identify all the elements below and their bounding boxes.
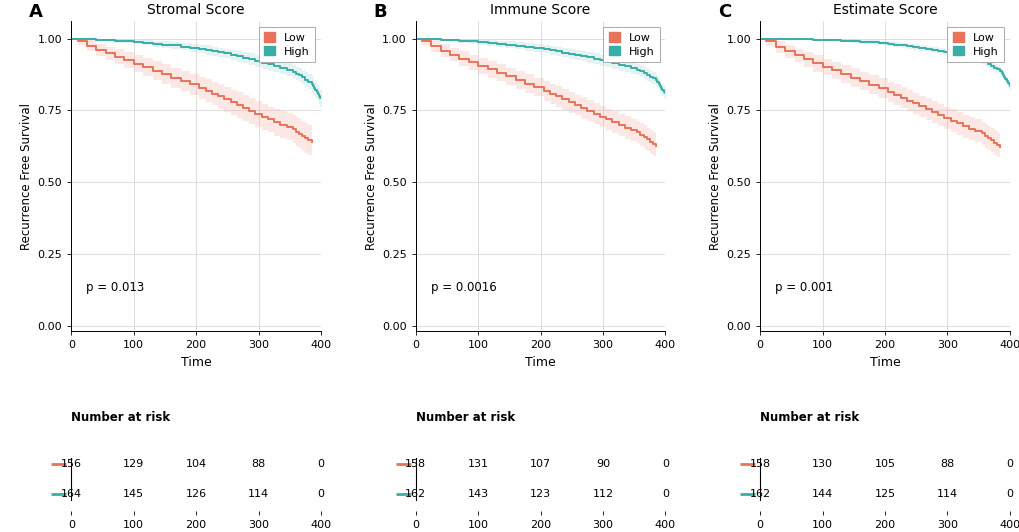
X-axis label: Time: Time [525, 356, 555, 369]
Text: 112: 112 [592, 489, 613, 499]
Text: 125: 125 [873, 489, 895, 499]
Text: 0: 0 [317, 489, 324, 499]
Text: Number at risk: Number at risk [71, 411, 170, 423]
Text: 164: 164 [61, 489, 82, 499]
Text: 130: 130 [811, 459, 833, 469]
Y-axis label: Recurrence Free Survival: Recurrence Free Survival [365, 103, 377, 250]
Text: 123: 123 [530, 489, 550, 499]
Text: C: C [717, 3, 731, 21]
Text: 114: 114 [935, 489, 957, 499]
Text: p = 0.0016: p = 0.0016 [430, 281, 496, 294]
Text: 0: 0 [317, 459, 324, 469]
Y-axis label: Recurrence Free Survival: Recurrence Free Survival [708, 103, 721, 250]
Legend: Low, High: Low, High [258, 27, 315, 62]
Text: 0: 0 [1006, 489, 1012, 499]
Text: 105: 105 [873, 459, 895, 469]
Text: 144: 144 [811, 489, 833, 499]
Text: 114: 114 [248, 489, 269, 499]
Text: p = 0.001: p = 0.001 [774, 281, 833, 294]
Text: Number at risk: Number at risk [759, 411, 859, 423]
Text: 162: 162 [405, 489, 426, 499]
Text: 107: 107 [530, 459, 550, 469]
Legend: Low, High: Low, High [602, 27, 659, 62]
Title: Estimate Score: Estimate Score [832, 3, 936, 18]
Text: 158: 158 [405, 459, 426, 469]
Text: 126: 126 [185, 489, 207, 499]
Legend: Low, High: Low, High [947, 27, 1004, 62]
Text: 158: 158 [749, 459, 770, 469]
Text: 145: 145 [123, 489, 145, 499]
Text: 0: 0 [1006, 459, 1012, 469]
Text: 162: 162 [749, 489, 770, 499]
X-axis label: Time: Time [869, 356, 900, 369]
Text: 143: 143 [467, 489, 488, 499]
Text: B: B [373, 3, 386, 21]
Text: 0: 0 [661, 489, 668, 499]
Text: p = 0.013: p = 0.013 [87, 281, 145, 294]
X-axis label: Time: Time [180, 356, 211, 369]
Text: 131: 131 [468, 459, 488, 469]
Title: Stromal Score: Stromal Score [148, 3, 245, 18]
Text: 104: 104 [185, 459, 207, 469]
Y-axis label: Recurrence Free Survival: Recurrence Free Survival [20, 103, 34, 250]
Text: 0: 0 [661, 459, 668, 469]
Text: 88: 88 [940, 459, 954, 469]
Text: 88: 88 [252, 459, 265, 469]
Title: Immune Score: Immune Score [490, 3, 590, 18]
Text: 90: 90 [595, 459, 609, 469]
Text: 129: 129 [123, 459, 145, 469]
Text: A: A [29, 3, 43, 21]
Text: 156: 156 [61, 459, 82, 469]
Text: Number at risk: Number at risk [416, 411, 515, 423]
